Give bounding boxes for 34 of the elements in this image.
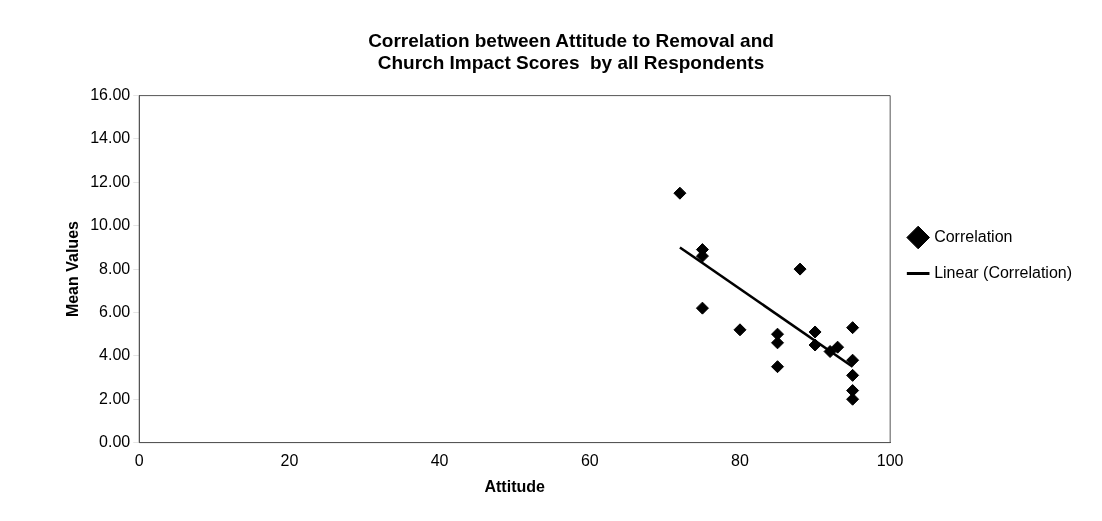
x-tick-label: 80 bbox=[731, 451, 749, 469]
point bbox=[846, 392, 860, 406]
legend-label: Linear (Correlation) bbox=[934, 263, 1073, 281]
point bbox=[793, 262, 807, 276]
point bbox=[846, 368, 860, 382]
y-tick-label: 12.00 bbox=[90, 172, 131, 190]
y-tick-label: 6.00 bbox=[99, 302, 131, 320]
y-tick-label: 10.00 bbox=[90, 216, 131, 234]
point bbox=[846, 321, 860, 335]
y-tick-label: 8.00 bbox=[99, 259, 131, 277]
point bbox=[846, 353, 860, 367]
x-tick-label: 40 bbox=[430, 451, 449, 469]
y-tick-label: 4.00 bbox=[99, 346, 131, 364]
point bbox=[771, 336, 785, 350]
legend-label: Correlation bbox=[934, 227, 1013, 245]
chart-title: Correlation between Attitude to Removal and Church Impact Scores by all Respondents bbox=[368, 29, 774, 74]
point bbox=[673, 186, 687, 200]
y-axis-title: Mean Values bbox=[64, 220, 82, 318]
point bbox=[808, 338, 822, 352]
y-tick-label: 14.00 bbox=[90, 129, 131, 147]
x-tick-label: 60 bbox=[580, 451, 599, 469]
point bbox=[831, 340, 845, 354]
x-tick-label: 100 bbox=[876, 451, 904, 469]
x-tick-label: 0 bbox=[134, 451, 144, 469]
y-tick-label: 16.00 bbox=[90, 86, 131, 104]
point bbox=[808, 325, 822, 339]
y-tick-label: 2.00 bbox=[99, 389, 131, 407]
x-tick-label: 20 bbox=[280, 451, 299, 469]
point bbox=[733, 323, 747, 337]
point bbox=[771, 360, 785, 374]
point bbox=[695, 301, 709, 315]
y-tick-label: 0.00 bbox=[99, 433, 131, 451]
point bbox=[823, 345, 837, 359]
x-axis-title: Attitude bbox=[484, 477, 546, 495]
